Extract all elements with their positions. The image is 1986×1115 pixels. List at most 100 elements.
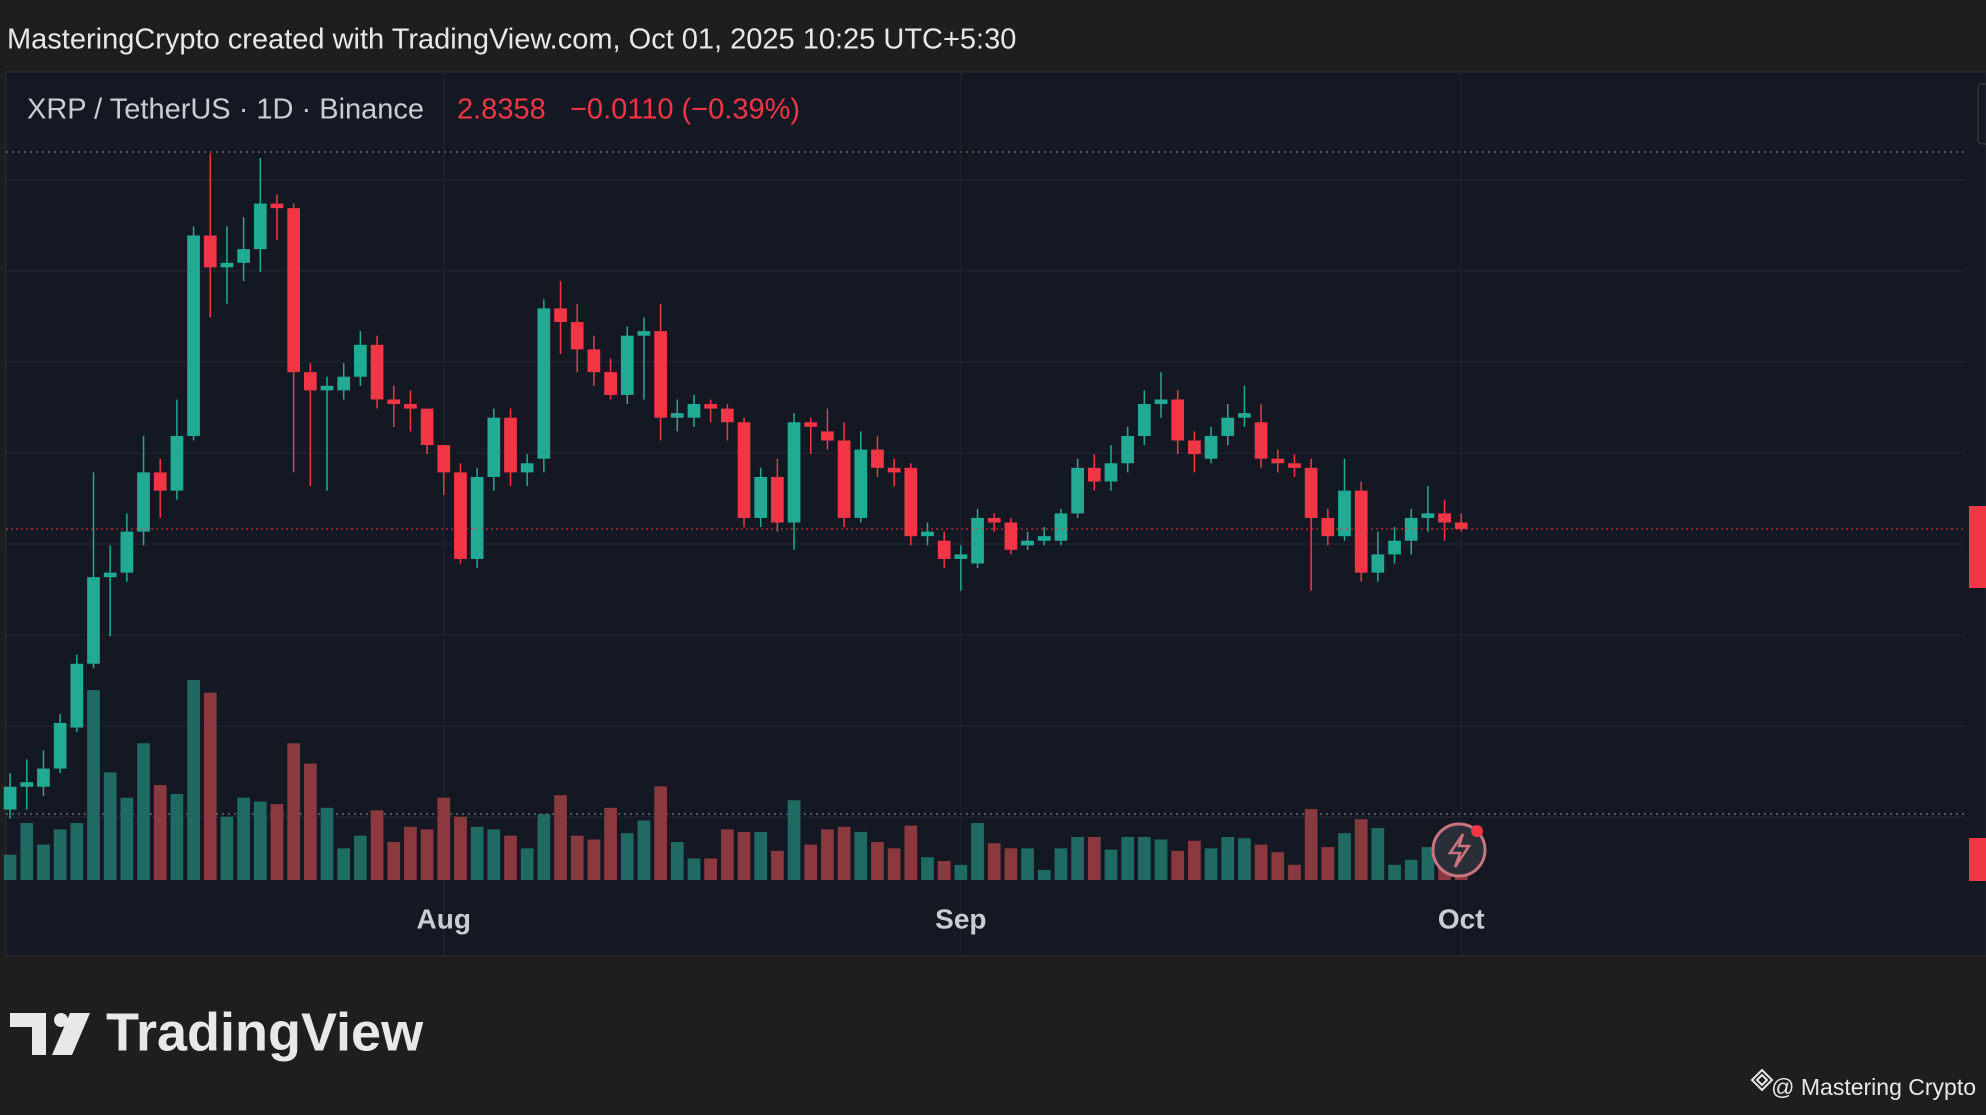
candle-body (771, 476, 784, 523)
candle-body (270, 203, 284, 209)
volume-bar (70, 823, 84, 880)
volume-bar (320, 807, 334, 880)
header-text: MasteringCrypto created with TradingView… (7, 24, 1016, 56)
icon-dot (1471, 825, 1483, 837)
volume-bar (1004, 848, 1018, 880)
logo-text: TradingView (106, 1002, 424, 1062)
candle-body (954, 554, 968, 559)
candle-body (53, 722, 67, 769)
candle-body (1388, 540, 1401, 555)
volume-bar (904, 825, 918, 880)
candle-body (1104, 463, 1118, 482)
candle-body (1071, 467, 1084, 514)
volume-bar (387, 842, 401, 880)
volume-bar (1154, 839, 1168, 880)
candle-body (1254, 422, 1268, 459)
volume-bar (704, 858, 718, 880)
candle-body (1037, 536, 1051, 541)
candle-body (1288, 463, 1301, 468)
candle-body (871, 449, 884, 468)
candle-body (320, 385, 334, 391)
candle-body (1304, 467, 1318, 518)
volume-bar (620, 833, 634, 880)
candle-body (170, 435, 184, 491)
volume-bar (987, 843, 1001, 880)
candle-body (337, 376, 351, 391)
volume-bar (821, 829, 834, 880)
volume-bar (270, 804, 284, 880)
candle-body (437, 445, 451, 473)
candle-body (821, 431, 834, 441)
candle-body (704, 404, 718, 409)
candle-body (387, 399, 401, 405)
volume-bar (1121, 836, 1135, 880)
volume-bar (203, 692, 217, 880)
candle-body (1438, 513, 1451, 523)
candle-body (720, 408, 734, 423)
candle-body (854, 449, 868, 518)
candle-body (1338, 490, 1351, 537)
volume-bar (971, 823, 984, 880)
candle-body (1271, 458, 1285, 464)
candle-body (971, 517, 984, 564)
volume-bar (1254, 844, 1268, 880)
volume-bar (1221, 836, 1235, 880)
volume-bar (3, 854, 17, 880)
volume-bar (804, 844, 818, 880)
candle-body (1204, 435, 1218, 459)
volume-bar (1388, 864, 1401, 880)
candle-body (370, 344, 384, 400)
volume-bar (170, 793, 184, 880)
logo-t (10, 1013, 46, 1055)
candle-body (20, 782, 34, 787)
candle-body (537, 308, 551, 459)
candle-body (1137, 404, 1151, 436)
volume-bar (771, 850, 784, 880)
volume-bar (53, 829, 67, 880)
candle-body (654, 331, 667, 418)
candle-body (203, 235, 217, 268)
volume-bar (1037, 869, 1051, 880)
volume-bar (137, 743, 150, 880)
volume-bar (153, 785, 167, 880)
price-change: −0.0110 (−0.39%) (570, 94, 800, 126)
candle-body (1171, 399, 1185, 441)
volume-bar (20, 823, 34, 880)
candle-body (937, 540, 951, 559)
volume-bar (554, 795, 567, 880)
candle-body (487, 417, 501, 477)
icon-ring (1431, 822, 1487, 878)
side-button (1977, 83, 1986, 145)
volume-axis-label (1969, 838, 1986, 881)
last-price: 2.8358 (457, 94, 546, 126)
volume-bar (404, 826, 417, 880)
volume-bar (220, 816, 234, 880)
x-tick-label: Sep (935, 903, 986, 934)
volume-bar (354, 835, 367, 880)
volume-bar (1204, 848, 1218, 880)
volume-bar (1137, 836, 1151, 880)
candle-body (620, 335, 634, 395)
symbol-title: XRP / TetherUS · 1D · Binance (27, 94, 424, 126)
volume-bar (1304, 809, 1318, 880)
candle-body (637, 331, 651, 336)
candle-body (520, 463, 534, 473)
volume-bar (303, 763, 317, 880)
candle-body (1354, 490, 1368, 573)
volume-bar (504, 835, 517, 880)
candle-body (787, 422, 801, 523)
volume-bar (537, 814, 551, 880)
volume-bar (370, 810, 384, 880)
volume-bar (737, 831, 751, 880)
volume-bar (754, 831, 768, 880)
candle-body (103, 572, 117, 578)
credit-icon (1750, 1068, 1774, 1092)
volume-bar (720, 829, 734, 880)
volume-bar (1071, 836, 1084, 880)
candle-body (604, 372, 617, 395)
candle-body (1188, 440, 1201, 455)
candle-body (354, 344, 367, 377)
logo-dot (54, 1013, 68, 1027)
volume-bar (37, 844, 50, 880)
candle-body (1154, 399, 1168, 405)
